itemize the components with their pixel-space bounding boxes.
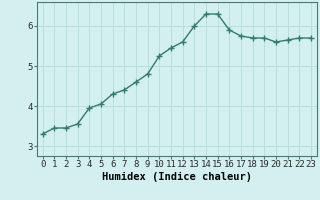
X-axis label: Humidex (Indice chaleur): Humidex (Indice chaleur) bbox=[102, 172, 252, 182]
